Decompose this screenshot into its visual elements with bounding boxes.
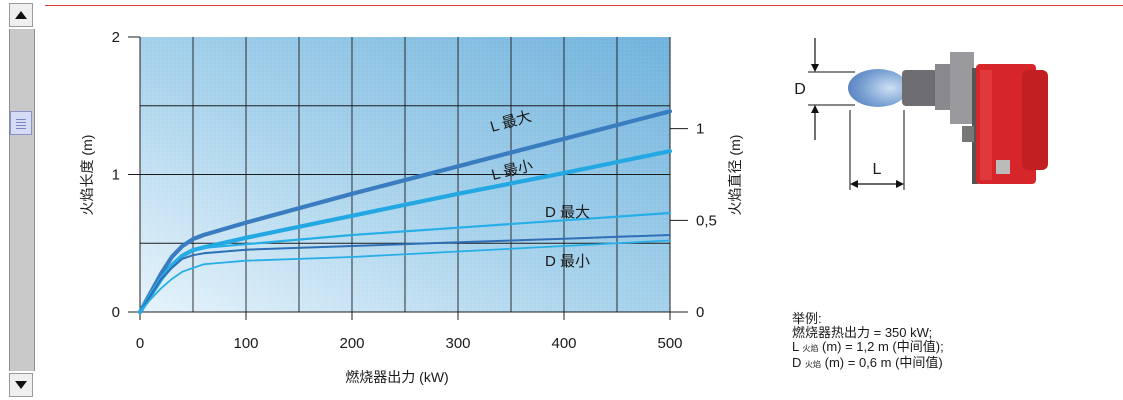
triangle-down-icon	[15, 381, 27, 389]
scrollbar-track[interactable]	[9, 29, 35, 371]
x-tick-label: 0	[136, 335, 144, 352]
series-line-0	[137, 109, 673, 315]
series-line-3	[139, 234, 671, 313]
y2-tick-label: 0,5	[696, 212, 717, 229]
series-label: D 最小	[545, 253, 590, 270]
example-note: 举例: 燃烧器热出力 = 350 kW; L 火焰 (m) = 1,2 m (中…	[792, 312, 944, 372]
y-tick-label: 2	[112, 29, 120, 46]
diagram-label-l: L	[873, 161, 882, 178]
header-rule	[45, 5, 1123, 6]
diagram-label-d: D	[794, 81, 806, 98]
scroll-down-button[interactable]	[9, 373, 33, 397]
scroll-up-button[interactable]	[9, 3, 33, 27]
x-tick-label: 200	[339, 335, 364, 352]
series-line-4	[139, 239, 671, 313]
x-tick-label: 400	[551, 335, 576, 352]
example-line-1: 燃烧器热出力 = 350 kW;	[792, 325, 933, 340]
y-tick-label: 0	[112, 304, 120, 321]
x-axis-label: 燃烧器出力 (kW)	[345, 369, 448, 385]
y-axis-label: 火焰长度 (m)	[79, 135, 95, 216]
burner-diagram: D L	[794, 38, 1048, 190]
triangle-up-icon	[15, 11, 27, 19]
y2-tick-label: 0	[696, 304, 704, 321]
y2-tick-label: 1	[696, 121, 704, 138]
x-tick-label: 100	[233, 335, 258, 352]
axes: 0 100 200 300 400 500 0 1 2 0 0,5 1	[112, 29, 717, 352]
x-tick-label: 300	[445, 335, 470, 352]
x-tick-label: 500	[657, 335, 682, 352]
example-line-3: D 火焰 (m) = 0,6 m (中间值)	[792, 355, 943, 370]
series-lines	[137, 109, 673, 315]
scrollbar-thumb[interactable]	[10, 111, 32, 135]
y2-axis-label: 火焰直径 (m)	[727, 135, 743, 216]
y-tick-label: 1	[112, 167, 120, 184]
vertical-scrollbar[interactable]	[5, 3, 37, 397]
series-label: D 最大	[545, 204, 590, 221]
example-title: 举例:	[792, 311, 822, 326]
example-line-2: L 火焰 (m) = 1,2 m (中间值);	[792, 339, 944, 354]
